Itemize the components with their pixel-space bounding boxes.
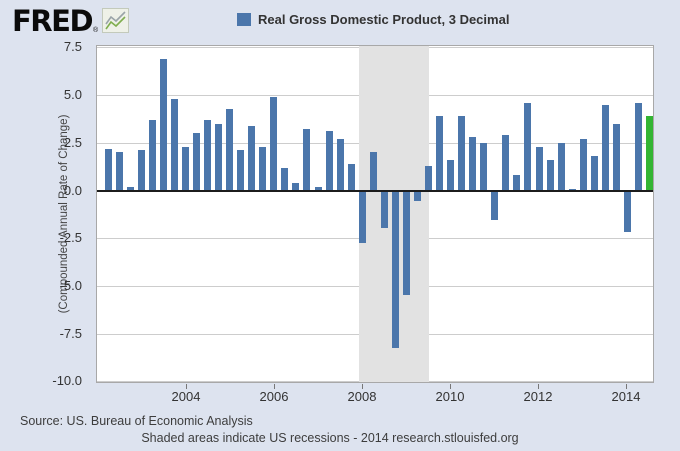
bar-2005-q2 bbox=[237, 150, 245, 191]
bar-2011-q4 bbox=[524, 102, 532, 191]
bar-2006-q3 bbox=[292, 182, 300, 191]
bar-2003-q4 bbox=[170, 98, 178, 191]
bar-2005-q3 bbox=[248, 125, 256, 191]
bar-2008-q3 bbox=[380, 191, 388, 228]
x-tick-label-2012: 2012 bbox=[523, 389, 553, 404]
bar-2007-q1 bbox=[314, 186, 322, 191]
bar-2011-q2 bbox=[502, 135, 510, 191]
y-tick-label--2.5: -2.5 bbox=[59, 230, 82, 246]
bar-2010-q1 bbox=[447, 160, 455, 191]
bar-2010-q4 bbox=[480, 142, 488, 191]
bar-2009-q1 bbox=[402, 191, 410, 295]
y-tick-label-0.0: 0.0 bbox=[63, 182, 82, 198]
bar-2008-q4 bbox=[391, 191, 399, 348]
legend-color-swatch bbox=[237, 13, 251, 26]
bar-2010-q3 bbox=[469, 137, 477, 191]
y-tick-label-7.5: 7.5 bbox=[63, 39, 82, 55]
bar-2009-q4 bbox=[436, 116, 443, 191]
x-tick-2006 bbox=[274, 384, 275, 389]
x-tick-label-2006: 2006 bbox=[259, 389, 289, 404]
fred-logo-text: FRED bbox=[12, 4, 94, 38]
x-tick-2012 bbox=[538, 384, 539, 389]
x-tick-2004 bbox=[186, 384, 187, 389]
x-tick-label-2010: 2010 bbox=[435, 389, 465, 404]
x-tick-label-2014: 2014 bbox=[611, 389, 641, 404]
y-tick-label--7.5: -7.5 bbox=[59, 325, 82, 341]
x-tick-2008 bbox=[362, 384, 363, 389]
bar-2007-q3 bbox=[336, 139, 344, 191]
bar-2005-q1 bbox=[226, 108, 234, 191]
fred-logo: FRED ® bbox=[12, 4, 130, 38]
bar-2014-q2 bbox=[634, 102, 642, 191]
bar-2002-q2 bbox=[104, 148, 112, 191]
bar-2008-q1 bbox=[358, 191, 366, 243]
bar-2012-q2 bbox=[546, 160, 554, 191]
bar-2007-q4 bbox=[347, 163, 355, 191]
bar-2006-q1 bbox=[270, 97, 278, 191]
bar-2012-q1 bbox=[535, 146, 543, 191]
bar-2006-q4 bbox=[303, 129, 311, 191]
bar-2006-q2 bbox=[281, 167, 289, 191]
bar-2004-q4 bbox=[215, 123, 222, 191]
x-tick-label-2008: 2008 bbox=[347, 389, 377, 404]
bar-2002-q4 bbox=[126, 186, 134, 191]
bar-2007-q2 bbox=[325, 131, 333, 191]
bar-2003-q1 bbox=[137, 150, 145, 191]
bar-2012-q3 bbox=[557, 142, 565, 191]
bar-2009-q2 bbox=[413, 191, 421, 201]
plot-area bbox=[96, 45, 654, 383]
bar-2004-q3 bbox=[204, 119, 211, 191]
x-tick-2010 bbox=[450, 384, 451, 389]
bar-2005-q4 bbox=[259, 146, 267, 191]
bar-2003-q2 bbox=[148, 119, 156, 191]
registered-trademark-mark: ® bbox=[93, 27, 99, 34]
line-chart-icon bbox=[102, 8, 130, 38]
bar-2011-q1 bbox=[491, 191, 499, 221]
bar-2013-q2 bbox=[590, 156, 598, 191]
y-tick-label-2.5: 2.5 bbox=[63, 134, 82, 150]
bar-2008-q2 bbox=[369, 152, 377, 191]
bar-2004-q2 bbox=[192, 133, 200, 191]
bar-2004-q1 bbox=[181, 146, 189, 191]
x-tick-2014 bbox=[626, 384, 627, 389]
bar-2014-q3 bbox=[646, 116, 653, 191]
bar-2012-q4 bbox=[568, 188, 576, 191]
chart-legend: Real Gross Domestic Product, 3 Decimal bbox=[237, 12, 509, 27]
zero-baseline bbox=[97, 190, 653, 192]
bar-2013-q3 bbox=[601, 104, 609, 191]
source-attribution: Source: US. Bureau of Economic Analysis bbox=[20, 414, 253, 428]
bar-2002-q3 bbox=[115, 152, 123, 191]
x-tick-label-2004: 2004 bbox=[171, 389, 201, 404]
recession-note: Shaded areas indicate US recessions - 20… bbox=[141, 431, 519, 445]
bar-2009-q3 bbox=[425, 165, 432, 191]
bar-2013-q1 bbox=[579, 139, 587, 191]
series-title: Real Gross Domestic Product, 3 Decimal bbox=[258, 12, 510, 27]
bar-2014-q1 bbox=[623, 191, 631, 232]
y-tick-label--10.0: -10.0 bbox=[52, 373, 82, 389]
y-tick-label-5.0: 5.0 bbox=[63, 87, 82, 103]
bar-2010-q2 bbox=[458, 116, 466, 191]
bar-2013-q4 bbox=[612, 123, 620, 191]
bar-2003-q3 bbox=[159, 58, 167, 191]
y-tick-label--5.0: -5.0 bbox=[59, 277, 82, 293]
bar-2011-q3 bbox=[513, 175, 521, 191]
